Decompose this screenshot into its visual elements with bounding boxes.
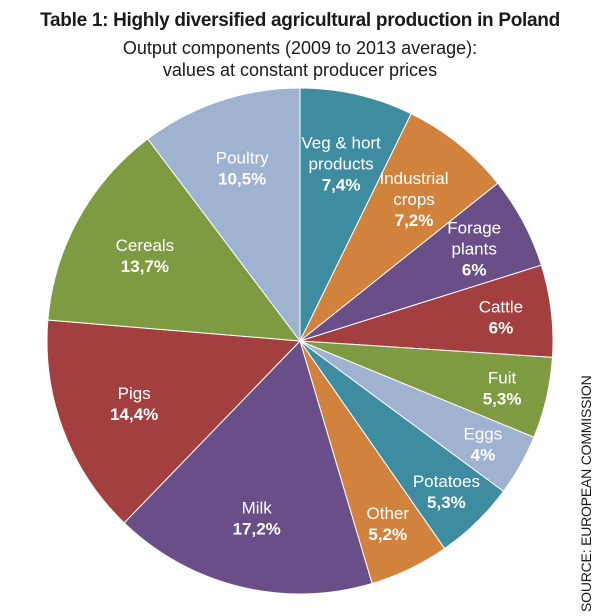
slice-value-label: 14,4%	[110, 405, 158, 424]
slice-name-label: Potatoes	[413, 472, 480, 491]
slice-name-label: Poultry	[216, 149, 269, 168]
slice-value-label: 6%	[462, 260, 487, 279]
slice-name-label: Industrial	[380, 169, 449, 188]
pie-slices	[47, 88, 553, 594]
slice-name-label: Eggs	[464, 425, 503, 444]
slice-name-label: products	[308, 155, 373, 174]
slice-value-label: 4%	[471, 446, 496, 465]
slice-name-label: plants	[452, 239, 497, 258]
slice-value-label: 5,3%	[483, 389, 522, 408]
slice-value-label: 5,2%	[368, 525, 407, 544]
slice-value-label: 5,3%	[427, 493, 466, 512]
slice-name-label: crops	[393, 190, 435, 209]
slice-value-label: 7,4%	[322, 176, 361, 195]
slice-name-label: Other	[367, 504, 410, 523]
slice-value-label: 6%	[489, 318, 514, 337]
slice-name-label: Fuit	[488, 368, 517, 387]
slice-value-label: 17,2%	[233, 519, 281, 538]
slice-name-label: Cattle	[479, 297, 523, 316]
slice-name-label: Pigs	[118, 384, 151, 403]
slice-name-label: Veg & hort	[301, 134, 381, 153]
slice-value-label: 10,5%	[218, 170, 266, 189]
slice-name-label: Cereals	[116, 236, 175, 255]
slice-value-label: 7,2%	[395, 211, 434, 230]
slice-name-label: Forage	[447, 218, 501, 237]
slice-name-label: Milk	[242, 498, 273, 517]
source-credit: SOURCE: EUROPEAN COMMISSION	[578, 375, 594, 612]
slice-value-label: 13,7%	[121, 257, 169, 276]
